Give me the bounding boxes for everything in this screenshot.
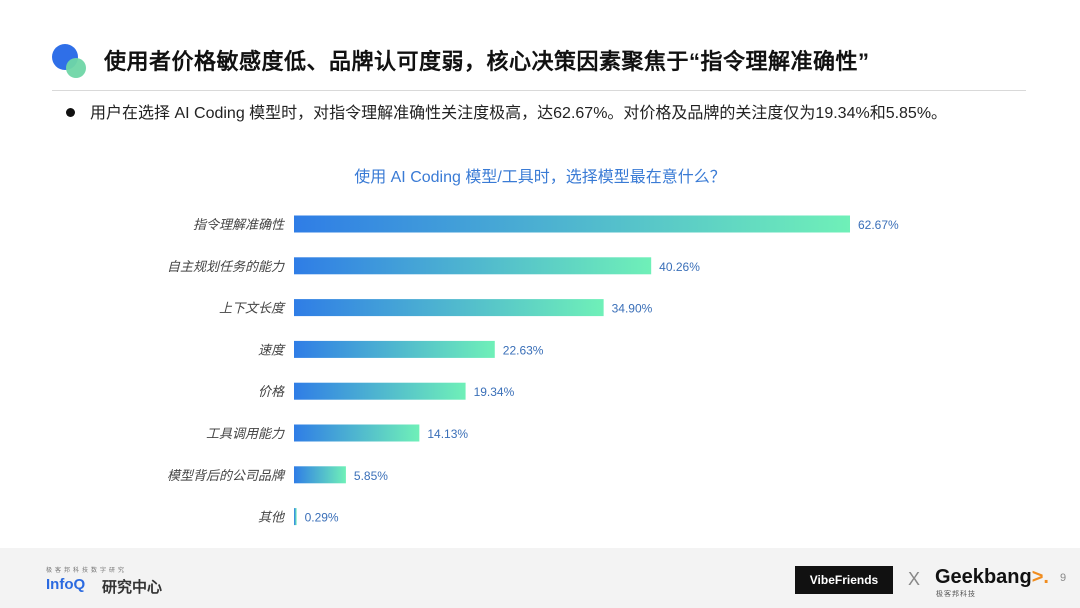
geekbang-subtitle: 极客邦科技 bbox=[936, 591, 976, 598]
page-number: 9 bbox=[1060, 572, 1067, 584]
bullet-icon bbox=[66, 108, 75, 117]
bar bbox=[294, 508, 297, 526]
value-label: 5.85% bbox=[354, 469, 388, 483]
category-label: 自主规划任务的能力 bbox=[167, 259, 285, 274]
category-label: 速度 bbox=[258, 342, 286, 357]
geekbang-arrow: >. bbox=[1031, 566, 1049, 588]
collab-x: X bbox=[908, 569, 921, 589]
footer-bar bbox=[0, 548, 1080, 608]
title-logo-dots bbox=[52, 44, 92, 80]
category-label: 上下文长度 bbox=[219, 301, 286, 316]
bar bbox=[294, 215, 850, 233]
category-label: 指令理解准确性 bbox=[193, 217, 286, 232]
category-label: 模型背后的公司品牌 bbox=[167, 468, 286, 483]
geekbang-main: Geek bbox=[935, 566, 984, 588]
bar bbox=[294, 382, 466, 400]
bar bbox=[294, 424, 420, 442]
bullet-text: 用户在选择 AI Coding 模型时，对指令理解准确性关注度极高，达62.67… bbox=[90, 105, 948, 122]
value-label: 22.63% bbox=[503, 343, 544, 357]
value-label: 40.26% bbox=[659, 260, 700, 274]
infoq-logo: InfoQ bbox=[46, 576, 86, 593]
category-label: 工具调用能力 bbox=[206, 426, 285, 441]
infoq-research-center: 研究中心 bbox=[102, 579, 163, 596]
value-label: 14.13% bbox=[427, 427, 468, 441]
page-title: 使用者价格敏感度低、品牌认可度弱，核心决策因素聚焦于“指令理解准确性” bbox=[104, 49, 870, 74]
bar bbox=[294, 299, 604, 317]
infoq-tagline: 极客邦科技数字研究 bbox=[46, 568, 128, 574]
value-label: 19.34% bbox=[474, 385, 515, 399]
geekbang-logo: Geekbang>. bbox=[935, 566, 1049, 589]
value-label: 0.29% bbox=[305, 511, 339, 525]
vibefriends-logo: VibeFriends bbox=[795, 566, 893, 594]
green-dot-icon bbox=[66, 58, 86, 78]
bar bbox=[294, 340, 495, 358]
category-label: 价格 bbox=[258, 384, 285, 399]
geekbang-bang: bang bbox=[983, 566, 1032, 588]
value-label: 34.90% bbox=[612, 302, 653, 316]
value-label: 62.67% bbox=[858, 218, 899, 232]
category-label: 其他 bbox=[258, 510, 286, 525]
bar bbox=[294, 257, 652, 275]
title-divider bbox=[52, 90, 1026, 91]
bar bbox=[294, 466, 346, 484]
chart-title: 使用 AI Coding 模型/工具时，选择模型最在意什么？ bbox=[354, 169, 726, 186]
bar-chart: 指令理解准确性 62.67% 自主规划任务的能力 40.26% 上下文长度 34.90% 速… bbox=[167, 215, 899, 526]
